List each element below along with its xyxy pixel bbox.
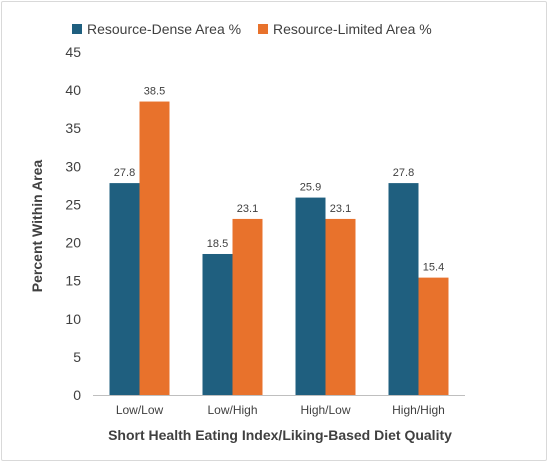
y-tick-label: 30 [65, 158, 81, 174]
y-tick-label: 45 [65, 44, 81, 60]
data-label: 27.8 [114, 167, 135, 179]
data-labels: 27.8 38.5 18.5 23.1 25.9 23.1 27.8 15.4 [114, 86, 444, 274]
bar-resource-dense-low-high [202, 253, 233, 395]
data-label: 18.5 [207, 238, 228, 250]
legend-label-resource-limited: Resource-Limited Area % [273, 21, 432, 37]
data-label: 38.5 [144, 86, 165, 98]
y-tick-label: 35 [65, 120, 81, 136]
y-tick-label: 10 [65, 311, 81, 327]
bar-resource-limited-low-low [139, 101, 170, 396]
category-label: Low/High [207, 403, 257, 417]
bars [109, 101, 449, 396]
y-tick-label: 25 [65, 196, 81, 212]
bar-resource-dense-high-low [295, 197, 326, 395]
category-label: High/Low [300, 403, 350, 417]
category-labels: Low/Low Low/High High/Low High/High [116, 403, 445, 417]
category-label: High/High [392, 403, 445, 417]
bar-resource-limited-high-low [325, 218, 356, 395]
y-axis-title: Percent Within Area [29, 160, 45, 293]
y-tick-label: 5 [73, 349, 81, 365]
legend-swatch-resource-limited [258, 24, 268, 34]
y-tick-label: 0 [73, 387, 81, 403]
data-label: 23.1 [237, 203, 258, 215]
data-label: 27.8 [393, 167, 414, 179]
y-tick-label: 20 [65, 235, 81, 251]
legend: Resource-Dense Area % Resource-Limited A… [72, 21, 432, 37]
bar-resource-limited-high-high [418, 277, 449, 395]
bar-resource-limited-low-high [232, 218, 263, 395]
y-tick-label: 15 [65, 273, 81, 289]
category-label: Low/Low [116, 403, 164, 417]
y-tick-labels: 0 5 10 15 20 25 30 35 40 45 [65, 44, 81, 403]
x-axis-title: Short Health Eating Index/Liking-Based D… [108, 427, 452, 443]
bar-resource-dense-low-low [109, 183, 140, 395]
bar-resource-dense-high-high [388, 183, 419, 395]
legend-label-resource-dense: Resource-Dense Area % [87, 21, 241, 37]
data-label: 15.4 [423, 262, 444, 274]
data-label: 25.9 [300, 182, 321, 194]
y-tick-label: 40 [65, 82, 81, 98]
legend-swatch-resource-dense [72, 24, 82, 34]
data-label: 23.1 [330, 203, 351, 215]
